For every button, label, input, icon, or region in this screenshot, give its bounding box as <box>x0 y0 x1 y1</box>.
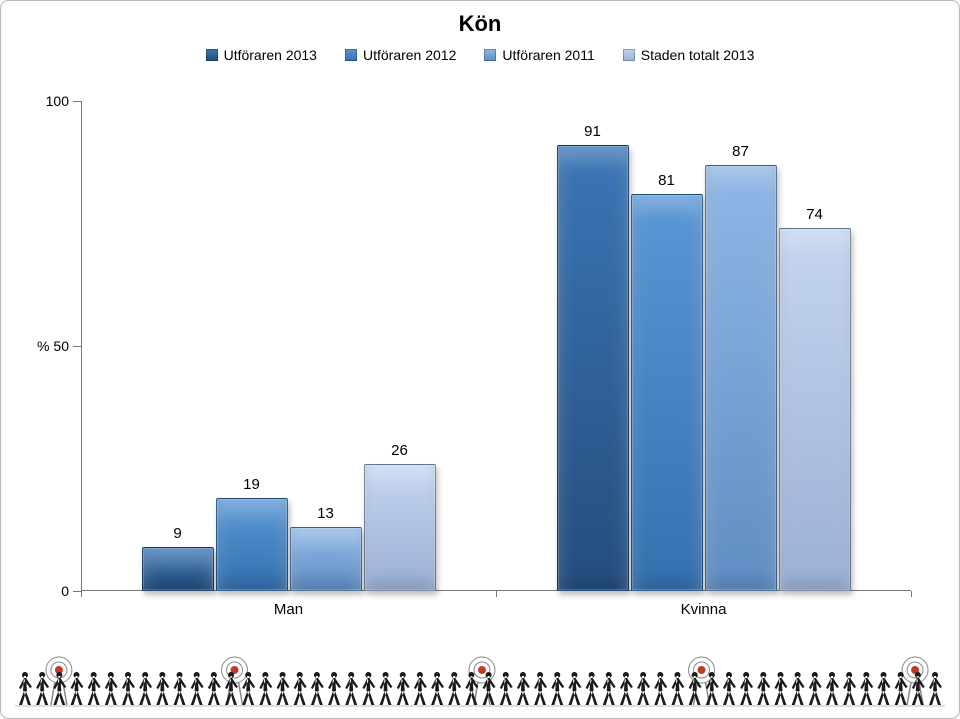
person-silhouette <box>860 672 873 705</box>
person-silhouette <box>620 672 633 705</box>
category-label: Kvinna <box>496 591 911 618</box>
bar: 87 <box>705 165 777 591</box>
person-silhouette <box>122 672 135 705</box>
person-silhouette <box>397 672 410 705</box>
bar-value-label: 9 <box>173 525 181 548</box>
footer-silhouettes <box>15 650 945 708</box>
chart-title: Kön <box>1 11 959 37</box>
target-icon <box>222 657 248 705</box>
person-silhouette <box>431 672 444 705</box>
person-silhouette <box>517 672 530 705</box>
person-silhouette <box>71 672 84 705</box>
person-silhouette <box>328 672 341 705</box>
plot-area: % 9191326Man91818774Kvinna 050100 <box>81 101 911 591</box>
person-silhouette <box>586 672 599 705</box>
person-silhouette <box>792 672 805 705</box>
person-silhouette <box>191 672 204 705</box>
target-icon <box>46 657 72 705</box>
person-silhouette <box>277 672 290 705</box>
person-silhouette <box>568 672 581 705</box>
legend-swatch <box>206 49 218 61</box>
y-tick-label: 100 <box>46 93 81 109</box>
bar-value-label: 26 <box>391 442 408 465</box>
person-silhouette <box>448 672 461 705</box>
person-silhouette <box>414 672 427 705</box>
bar: 91 <box>557 145 629 591</box>
person-silhouette <box>208 672 221 705</box>
person-silhouette <box>345 672 358 705</box>
bar-group: 9191326Man <box>81 101 496 591</box>
bar: 9 <box>142 547 214 591</box>
person-silhouette <box>156 672 169 705</box>
person-silhouette <box>551 672 564 705</box>
person-silhouette <box>809 672 822 705</box>
person-silhouette <box>88 672 101 705</box>
bar-value-label: 74 <box>806 206 823 229</box>
person-silhouette <box>740 672 753 705</box>
bar: 74 <box>779 228 851 591</box>
person-silhouette <box>174 672 187 705</box>
person-silhouette <box>259 672 272 705</box>
person-silhouette <box>757 672 770 705</box>
bar: 13 <box>290 527 362 591</box>
bar-groups: 9191326Man91818774Kvinna <box>81 101 911 591</box>
x-tick <box>496 591 497 597</box>
person-silhouette <box>362 672 375 705</box>
legend-label: Utföraren 2011 <box>502 47 594 63</box>
category-label: Man <box>81 591 496 618</box>
person-silhouette <box>929 672 942 705</box>
person-silhouette <box>19 672 32 705</box>
person-silhouette <box>603 672 616 705</box>
person-silhouette <box>723 672 736 705</box>
person-silhouette <box>534 672 547 705</box>
person-silhouette <box>671 672 684 705</box>
legend-item: Staden totalt 2013 <box>623 47 755 63</box>
bar: 81 <box>631 194 703 591</box>
bar-value-label: 13 <box>317 505 334 528</box>
bar-cluster: 91818774 <box>496 101 911 591</box>
bar-value-label: 87 <box>732 143 749 166</box>
legend-label: Staden totalt 2013 <box>641 47 755 63</box>
legend-swatch <box>623 49 635 61</box>
person-silhouette <box>826 672 839 705</box>
x-tick <box>911 591 912 597</box>
legend-swatch <box>484 49 496 61</box>
person-silhouette <box>380 672 393 705</box>
legend: Utföraren 2013 Utföraren 2012 Utföraren 20… <box>1 47 959 63</box>
legend-item: Utföraren 2011 <box>484 47 594 63</box>
bar: 26 <box>364 464 436 591</box>
bar: 19 <box>216 498 288 591</box>
person-silhouette <box>654 672 667 705</box>
bar-cluster: 9191326 <box>81 101 496 591</box>
person-silhouette <box>500 672 513 705</box>
bar-value-label: 81 <box>658 172 675 195</box>
legend-swatch <box>345 49 357 61</box>
person-silhouette <box>105 672 118 705</box>
person-silhouette <box>139 672 152 705</box>
person-silhouette <box>311 672 324 705</box>
legend-item: Utföraren 2012 <box>345 47 456 63</box>
y-axis-title: % <box>37 338 49 354</box>
legend-item: Utföraren 2013 <box>206 47 317 63</box>
bar-value-label: 19 <box>243 476 260 499</box>
legend-label: Utföraren 2012 <box>363 47 456 63</box>
chart-card: Kön Utföraren 2013Utföraren 2012Utförare… <box>0 0 960 719</box>
legend-label: Utföraren 2013 <box>224 47 317 63</box>
person-silhouette <box>637 672 650 705</box>
y-tick-label: 50 <box>53 338 81 354</box>
person-silhouette <box>878 672 891 705</box>
bar-value-label: 91 <box>584 123 601 146</box>
person-silhouette <box>294 672 307 705</box>
person-silhouette <box>36 672 49 705</box>
person-silhouette <box>843 672 856 705</box>
y-tick-label: 0 <box>61 583 81 599</box>
bar-group: 91818774Kvinna <box>496 101 911 591</box>
person-silhouette <box>774 672 787 705</box>
x-tick <box>81 591 82 597</box>
